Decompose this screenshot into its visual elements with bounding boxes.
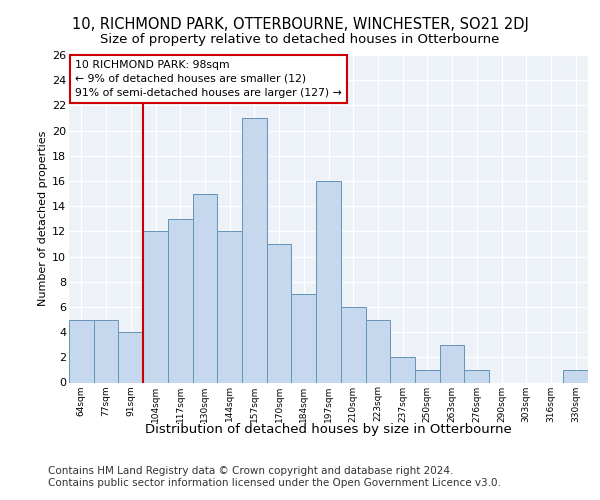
Bar <box>217 232 242 382</box>
Text: 10, RICHMOND PARK, OTTERBOURNE, WINCHESTER, SO21 2DJ: 10, RICHMOND PARK, OTTERBOURNE, WINCHEST… <box>71 18 529 32</box>
Bar <box>464 370 489 382</box>
Text: Distribution of detached houses by size in Otterbourne: Distribution of detached houses by size … <box>145 422 512 436</box>
Text: 10 RICHMOND PARK: 98sqm
← 9% of detached houses are smaller (12)
91% of semi-det: 10 RICHMOND PARK: 98sqm ← 9% of detached… <box>75 60 342 98</box>
Bar <box>168 219 193 382</box>
Bar <box>390 358 415 382</box>
Bar <box>267 244 292 382</box>
Bar <box>415 370 440 382</box>
Bar <box>341 307 365 382</box>
Bar <box>316 181 341 382</box>
Bar <box>193 194 217 382</box>
Bar <box>563 370 588 382</box>
Bar <box>292 294 316 382</box>
Text: Size of property relative to detached houses in Otterbourne: Size of property relative to detached ho… <box>100 32 500 46</box>
Text: Contains HM Land Registry data © Crown copyright and database right 2024.
Contai: Contains HM Land Registry data © Crown c… <box>48 466 501 487</box>
Bar <box>365 320 390 382</box>
Bar <box>440 344 464 383</box>
Bar <box>242 118 267 382</box>
Y-axis label: Number of detached properties: Number of detached properties <box>38 131 48 306</box>
Bar <box>118 332 143 382</box>
Bar <box>94 320 118 382</box>
Bar <box>69 320 94 382</box>
Bar <box>143 232 168 382</box>
